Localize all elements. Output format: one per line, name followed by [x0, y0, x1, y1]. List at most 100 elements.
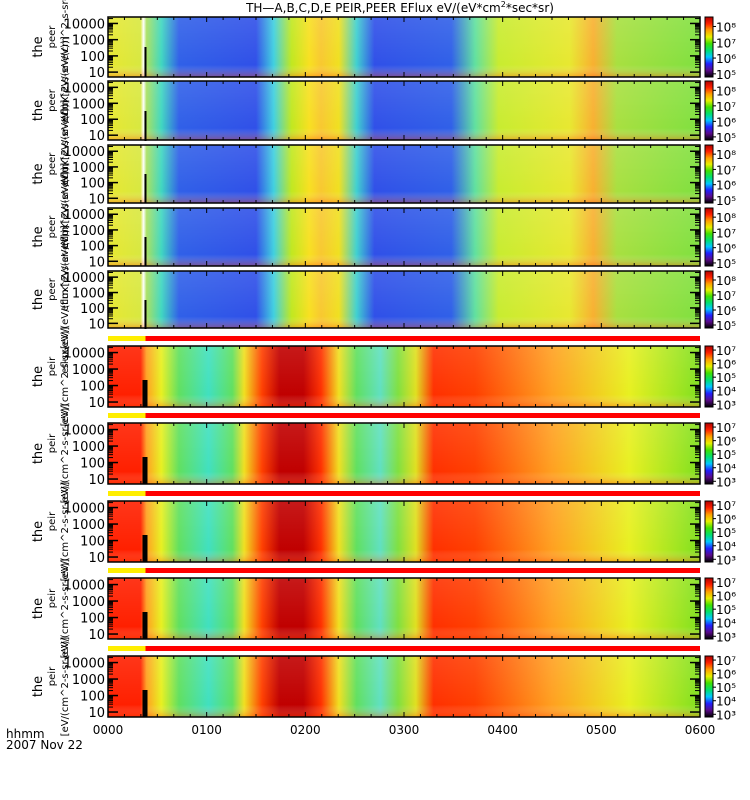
y-axis-label: the	[31, 226, 46, 247]
x-tick-label: 0100	[191, 723, 222, 737]
x-tick-label: 0600	[685, 723, 716, 737]
y-axis-units: [eV/(cm^2-s-sr-eV)]	[60, 637, 71, 737]
y-axis-units: eflux[eV/(eV/(cm^2-s-sr-eV))]	[60, 36, 71, 185]
colorbar-tick-label: 10³	[716, 630, 736, 644]
colorbar-tick-label: 10⁴	[716, 695, 736, 709]
spectrogram-shading	[108, 346, 700, 407]
colorbar	[704, 655, 714, 718]
colorbar-tick-label: 10⁶	[716, 513, 736, 527]
y-tick-label: 10000	[64, 145, 105, 160]
colorbar	[704, 144, 714, 204]
status-bar-segment	[145, 491, 700, 496]
y-axis-units: [eV/(cm^2-s-sr-eV)]	[60, 404, 71, 504]
data-gap-marker	[142, 457, 148, 484]
colorbar-tick-label: 10⁷	[716, 344, 736, 358]
y-tick-label: 10	[88, 255, 105, 270]
colorbar	[704, 207, 714, 267]
y-axis-label: the	[31, 100, 46, 121]
x-footer-label: hhmm	[6, 727, 45, 741]
data-gap-marker	[142, 612, 148, 639]
x-tick-label: 0300	[389, 723, 420, 737]
y-axis-units: [eV/(cm^2-s-sr-eV)]	[60, 482, 71, 582]
colorbar-tick-label: 10⁷	[716, 226, 736, 240]
y-axis-sublabel: peir	[47, 666, 58, 686]
spectrogram-shading	[108, 208, 700, 266]
colorbar-tick-label: 10⁶	[716, 435, 736, 449]
y-axis-sublabel: peir	[47, 433, 58, 453]
y-tick-label: 100	[80, 457, 105, 472]
colorbar-tick-label: 10⁴	[716, 385, 736, 399]
x-tick-label: 0400	[487, 723, 518, 737]
colorbar-tick-label: 10⁷	[716, 654, 736, 668]
y-tick-label: 10	[88, 317, 105, 332]
x-tick-label: 0200	[290, 723, 321, 737]
y-axis-sublabel: peir	[47, 356, 58, 376]
colorbar-tick-label: 10⁵	[716, 194, 736, 208]
y-axis-sublabel: peer	[47, 88, 58, 112]
colorbar-tick-label: 10⁴	[716, 462, 736, 476]
colorbar-tick-label: 10³	[716, 398, 736, 412]
y-tick-label: 100	[80, 535, 105, 550]
colorbar-tick-label: 10⁷	[716, 36, 736, 50]
y-tick-label: 1000	[72, 673, 105, 688]
y-axis-label: the	[31, 366, 46, 387]
colorbar-tick-label: 10⁴	[716, 617, 736, 631]
y-tick-label: 10	[88, 66, 105, 81]
colorbar-tick-label: 10⁵	[716, 68, 736, 82]
colorbar-tick-label: 10⁶	[716, 668, 736, 682]
colorbar-tick-label: 10⁵	[716, 319, 736, 333]
colorbar-tick-label: 10⁸	[716, 84, 736, 98]
y-tick-label: 1000	[72, 97, 105, 112]
y-tick-label: 10	[88, 628, 105, 643]
y-axis-units: eflux[eV/(eV/(cm^2-s-sr-eV))]	[60, 225, 71, 374]
status-bar-segment	[108, 413, 146, 418]
colorbar-tick-label: 10⁸	[716, 274, 736, 288]
colorbar	[704, 16, 714, 78]
y-tick-label: 1000	[72, 34, 105, 49]
chart-title: TH—A,B,C,D,E PEIR,PEER EFlux eV/(eV*cm2*…	[245, 0, 554, 15]
x-tick-label: 0000	[93, 723, 124, 737]
colorbar-tick-label: 10³	[716, 553, 736, 567]
spectrogram-shading	[108, 578, 700, 639]
colorbar-tick-label: 10⁵	[716, 526, 736, 540]
y-tick-label: 10	[88, 473, 105, 488]
data-gap-marker	[144, 174, 147, 203]
status-bar-segment	[108, 646, 146, 651]
y-tick-label: 100	[80, 113, 105, 128]
y-axis-label: the	[31, 676, 46, 697]
y-axis-sublabel: peir	[47, 588, 58, 608]
colorbar	[704, 422, 714, 485]
colorbar-tick-label: 10⁸	[716, 211, 736, 225]
y-tick-label: 10000	[64, 657, 105, 672]
y-axis-sublabel: peer	[47, 215, 58, 239]
y-tick-label: 100	[80, 177, 105, 192]
y-axis-units: [eV/(cm^2-s-sr-eV)]	[60, 327, 71, 427]
colorbar-tick-label: 10⁷	[716, 576, 736, 590]
y-tick-label: 1000	[72, 161, 105, 176]
y-axis-units: eflux[eV/(eV/(cm^2-s-sr-eV))]	[60, 163, 71, 312]
colorbar-tick-label: 10⁷	[716, 100, 736, 114]
y-axis-units: eflux[eV/(eV/(cm^2-s-sr-eV))]	[60, 100, 71, 249]
colorbar-tick-label: 10⁶	[716, 304, 736, 318]
y-tick-label: 10	[88, 551, 105, 566]
colorbar-tick-label: 10⁶	[716, 179, 736, 193]
y-tick-label: 100	[80, 50, 105, 65]
status-bar-segment	[145, 568, 700, 573]
status-bar-segment	[145, 336, 700, 341]
y-tick-label: 100	[80, 612, 105, 627]
y-tick-label: 100	[80, 302, 105, 317]
colorbar	[704, 577, 714, 640]
colorbar-tick-label: 10⁵	[716, 371, 736, 385]
y-axis-units: eflux[eV/(eV/(cm^2-s-sr-eV))]	[60, 0, 71, 121]
status-bar-segment	[108, 336, 146, 341]
colorbar-tick-label: 10⁷	[716, 499, 736, 513]
y-tick-label: 100	[80, 240, 105, 255]
y-axis-label: the	[31, 598, 46, 619]
y-tick-label: 10000	[64, 17, 105, 32]
